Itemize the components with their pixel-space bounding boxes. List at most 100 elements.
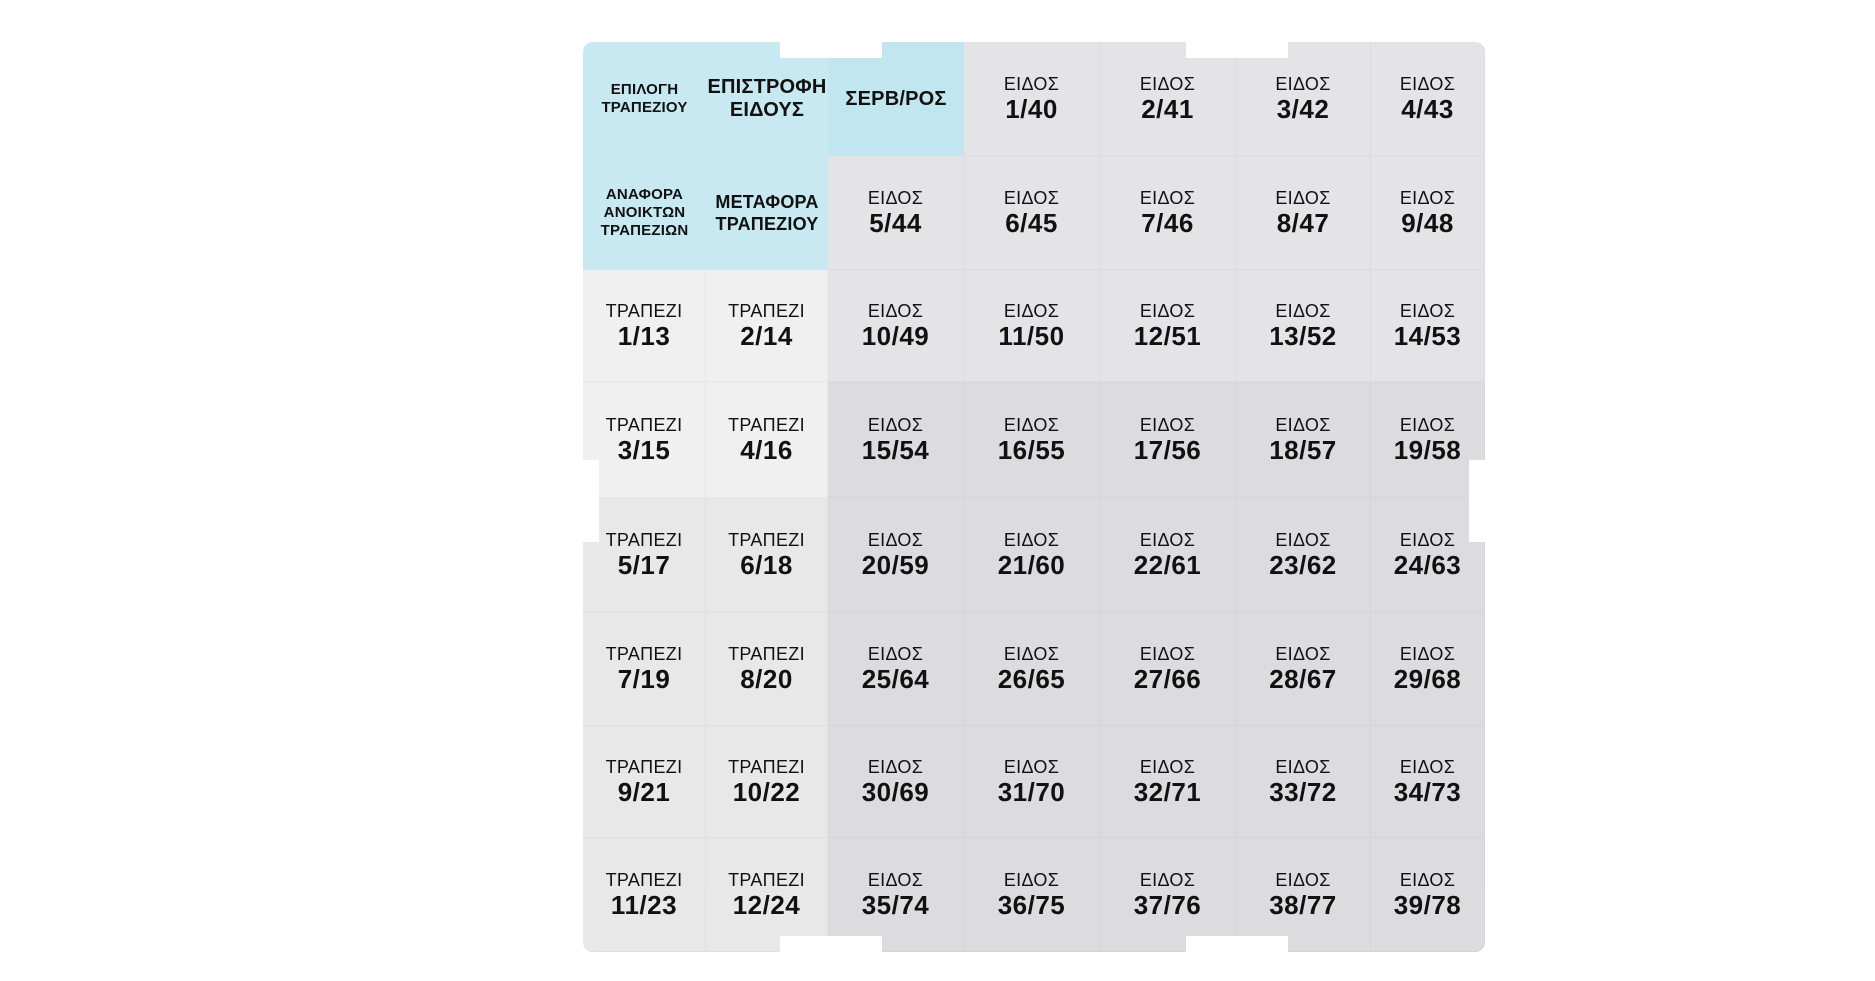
table-key[interactable]: ΤΡΑΠΕΖΙ 4/16 (706, 382, 828, 498)
key-caption: ΕΙΔΟΣ (1003, 529, 1060, 550)
item-key[interactable]: ΕΙΔΟΣ 38/77 (1236, 838, 1371, 952)
item-key[interactable]: ΕΙΔΟΣ 34/73 (1371, 726, 1485, 838)
item-key[interactable]: ΕΙΔΟΣ 4/43 (1371, 42, 1485, 156)
item-key[interactable]: ΕΙΔΟΣ 31/70 (964, 726, 1100, 838)
key-caption: ΕΙΔΟΣ (867, 187, 924, 208)
key-number: 21/60 (997, 549, 1066, 580)
item-key[interactable]: ΕΙΔΟΣ 8/47 (1236, 156, 1371, 270)
item-key[interactable]: ΕΙΔΟΣ 6/45 (964, 156, 1100, 270)
table-key[interactable]: ΤΡΑΠΕΖΙ 11/23 (583, 838, 706, 952)
item-key[interactable]: ΕΙΔΟΣ 39/78 (1371, 838, 1485, 952)
table-key[interactable]: ΤΡΑΠΕΖΙ 9/21 (583, 726, 706, 838)
table-key[interactable]: ΤΡΑΠΕΖΙ 10/22 (706, 726, 828, 838)
item-key[interactable]: ΕΙΔΟΣ 18/57 (1236, 382, 1371, 498)
key-number: 9/48 (1401, 207, 1454, 238)
select-table-button[interactable]: ΕΠΙΛΟΓΗ ΤΡΑΠΕΖΙΟΥ (583, 42, 706, 156)
key-number: 29/68 (1393, 663, 1462, 694)
transfer-table-button[interactable]: ΜΕΤΑΦΟΡΑ ΤΡΑΠΕΖΙΟΥ (706, 156, 828, 270)
table-key[interactable]: ΤΡΑΠΕΖΙ 6/18 (706, 498, 828, 612)
item-key[interactable]: ΕΙΔΟΣ 13/52 (1236, 270, 1371, 382)
item-key[interactable]: ΕΙΔΟΣ 7/46 (1100, 156, 1236, 270)
item-key[interactable]: ΕΙΔΟΣ 24/63 (1371, 498, 1485, 612)
key-number: 6/45 (1005, 207, 1058, 238)
key-number: 4/43 (1401, 93, 1454, 124)
item-key[interactable]: ΕΙΔΟΣ 22/61 (1100, 498, 1236, 612)
key-number: 25/64 (861, 663, 930, 694)
item-key[interactable]: ΕΙΔΟΣ 14/53 (1371, 270, 1485, 382)
item-key[interactable]: ΕΙΔΟΣ 23/62 (1236, 498, 1371, 612)
table-key[interactable]: ΤΡΑΠΕΖΙ 3/15 (583, 382, 706, 498)
key-number: 19/58 (1393, 434, 1462, 465)
key-caption: ΕΙΔΟΣ (1003, 73, 1060, 94)
key-caption: ΤΡΑΠΕΖΙ (728, 643, 805, 664)
item-key[interactable]: ΕΙΔΟΣ 35/74 (828, 838, 964, 952)
key-number: 7/19 (617, 663, 671, 694)
item-key[interactable]: ΕΙΔΟΣ 2/41 (1100, 42, 1236, 156)
keypad-edge-notch (780, 936, 882, 952)
key-number: 16/55 (997, 434, 1066, 465)
key-number: 24/63 (1393, 549, 1462, 580)
item-key[interactable]: ΕΙΔΟΣ 20/59 (828, 498, 964, 612)
key-caption: ΕΙΔΟΣ (1399, 414, 1456, 435)
key-number: 22/61 (1133, 549, 1202, 580)
item-key[interactable]: ΕΙΔΟΣ 28/67 (1236, 612, 1371, 726)
item-key[interactable]: ΕΙΔΟΣ 27/66 (1100, 612, 1236, 726)
item-key[interactable]: ΕΙΔΟΣ 12/51 (1100, 270, 1236, 382)
key-caption: ΕΙΔΟΣ (1275, 414, 1331, 435)
item-key[interactable]: ΕΙΔΟΣ 15/54 (828, 382, 964, 498)
open-tables-report-button[interactable]: ΑΝΑΦΟΡΑ ΑΝΟΙΚΤΩΝ ΤΡΑΠΕΖΙΩΝ (583, 156, 706, 270)
table-key[interactable]: ΤΡΑΠΕΖΙ 12/24 (706, 838, 828, 952)
item-key[interactable]: ΕΙΔΟΣ 26/65 (964, 612, 1100, 726)
key-number: 31/70 (997, 776, 1066, 807)
item-key[interactable]: ΕΙΔΟΣ 1/40 (964, 42, 1100, 156)
item-key[interactable]: ΕΙΔΟΣ 37/76 (1100, 838, 1236, 952)
key-number: 17/56 (1133, 434, 1202, 465)
key-caption: ΕΙΔΟΣ (867, 869, 924, 890)
item-key[interactable]: ΕΙΔΟΣ 5/44 (828, 156, 964, 270)
table-key[interactable]: ΤΡΑΠΕΖΙ 1/13 (583, 270, 706, 382)
table-key[interactable]: ΤΡΑΠΕΖΙ 8/20 (706, 612, 828, 726)
key-number: 33/72 (1269, 776, 1337, 807)
item-key[interactable]: ΕΙΔΟΣ 32/71 (1100, 726, 1236, 838)
item-key[interactable]: ΕΙΔΟΣ 11/50 (964, 270, 1100, 382)
key-caption: ΤΡΑΠΕΖΙ (728, 300, 805, 321)
item-key[interactable]: ΕΙΔΟΣ 10/49 (828, 270, 964, 382)
key-number: 5/17 (617, 549, 671, 580)
item-key[interactable]: ΕΙΔΟΣ 36/75 (964, 838, 1100, 952)
keypad-edge-notch (583, 460, 599, 542)
key-number: 1/13 (617, 320, 671, 351)
item-key[interactable]: ΕΙΔΟΣ 9/48 (1371, 156, 1485, 270)
item-key[interactable]: ΕΙΔΟΣ 33/72 (1236, 726, 1371, 838)
key-caption: ΕΙΔΟΣ (1003, 869, 1060, 890)
return-item-button[interactable]: ΕΠΙΣΤΡΟΦΗ ΕΙΔΟΥΣ (706, 42, 828, 156)
key-number: 9/21 (617, 776, 671, 807)
key-caption: ΕΙΔΟΣ (1275, 300, 1331, 321)
key-number: 23/62 (1269, 549, 1337, 580)
key-number: 7/46 (1141, 207, 1194, 238)
item-key[interactable]: ΕΙΔΟΣ 17/56 (1100, 382, 1236, 498)
item-key[interactable]: ΕΙΔΟΣ 30/69 (828, 726, 964, 838)
function-key-label: ΑΝΑΦΟΡΑ ΑΝΟΙΚΤΩΝ ΤΡΑΠΕΖΙΩΝ (600, 186, 689, 239)
key-caption: ΤΡΑΠΕΖΙ (728, 756, 805, 777)
key-number: 36/75 (997, 889, 1066, 920)
key-number: 27/66 (1133, 663, 1202, 694)
pos-keypad: ΕΠΙΛΟΓΗ ΤΡΑΠΕΖΙΟΥ ΕΠΙΣΤΡΟΦΗ ΕΙΔΟΥΣ ΣΕΡΒ/ΡΟ… (583, 42, 1485, 952)
item-key[interactable]: ΕΙΔΟΣ 19/58 (1371, 382, 1485, 498)
table-key[interactable]: ΤΡΑΠΕΖΙ 7/19 (583, 612, 706, 726)
item-key[interactable]: ΕΙΔΟΣ 3/42 (1236, 42, 1371, 156)
key-caption: ΕΙΔΟΣ (1275, 187, 1331, 208)
table-key[interactable]: ΤΡΑΠΕΖΙ 5/17 (583, 498, 706, 612)
item-key[interactable]: ΕΙΔΟΣ 16/55 (964, 382, 1100, 498)
item-key[interactable]: ΕΙΔΟΣ 29/68 (1371, 612, 1485, 726)
table-key[interactable]: ΤΡΑΠΕΖΙ 2/14 (706, 270, 828, 382)
item-key[interactable]: ΕΙΔΟΣ 25/64 (828, 612, 964, 726)
key-number: 6/18 (740, 549, 793, 580)
key-caption: ΕΙΔΟΣ (1399, 643, 1456, 664)
key-number: 4/16 (740, 434, 793, 465)
keypad-edge-notch (1469, 460, 1485, 542)
key-caption: ΕΙΔΟΣ (1275, 529, 1331, 550)
key-caption: ΕΙΔΟΣ (1139, 756, 1196, 777)
item-key[interactable]: ΕΙΔΟΣ 21/60 (964, 498, 1100, 612)
function-key-label: ΣΕΡΒ/ΡΟΣ (845, 87, 947, 110)
waiter-button[interactable]: ΣΕΡΒ/ΡΟΣ (828, 42, 964, 156)
